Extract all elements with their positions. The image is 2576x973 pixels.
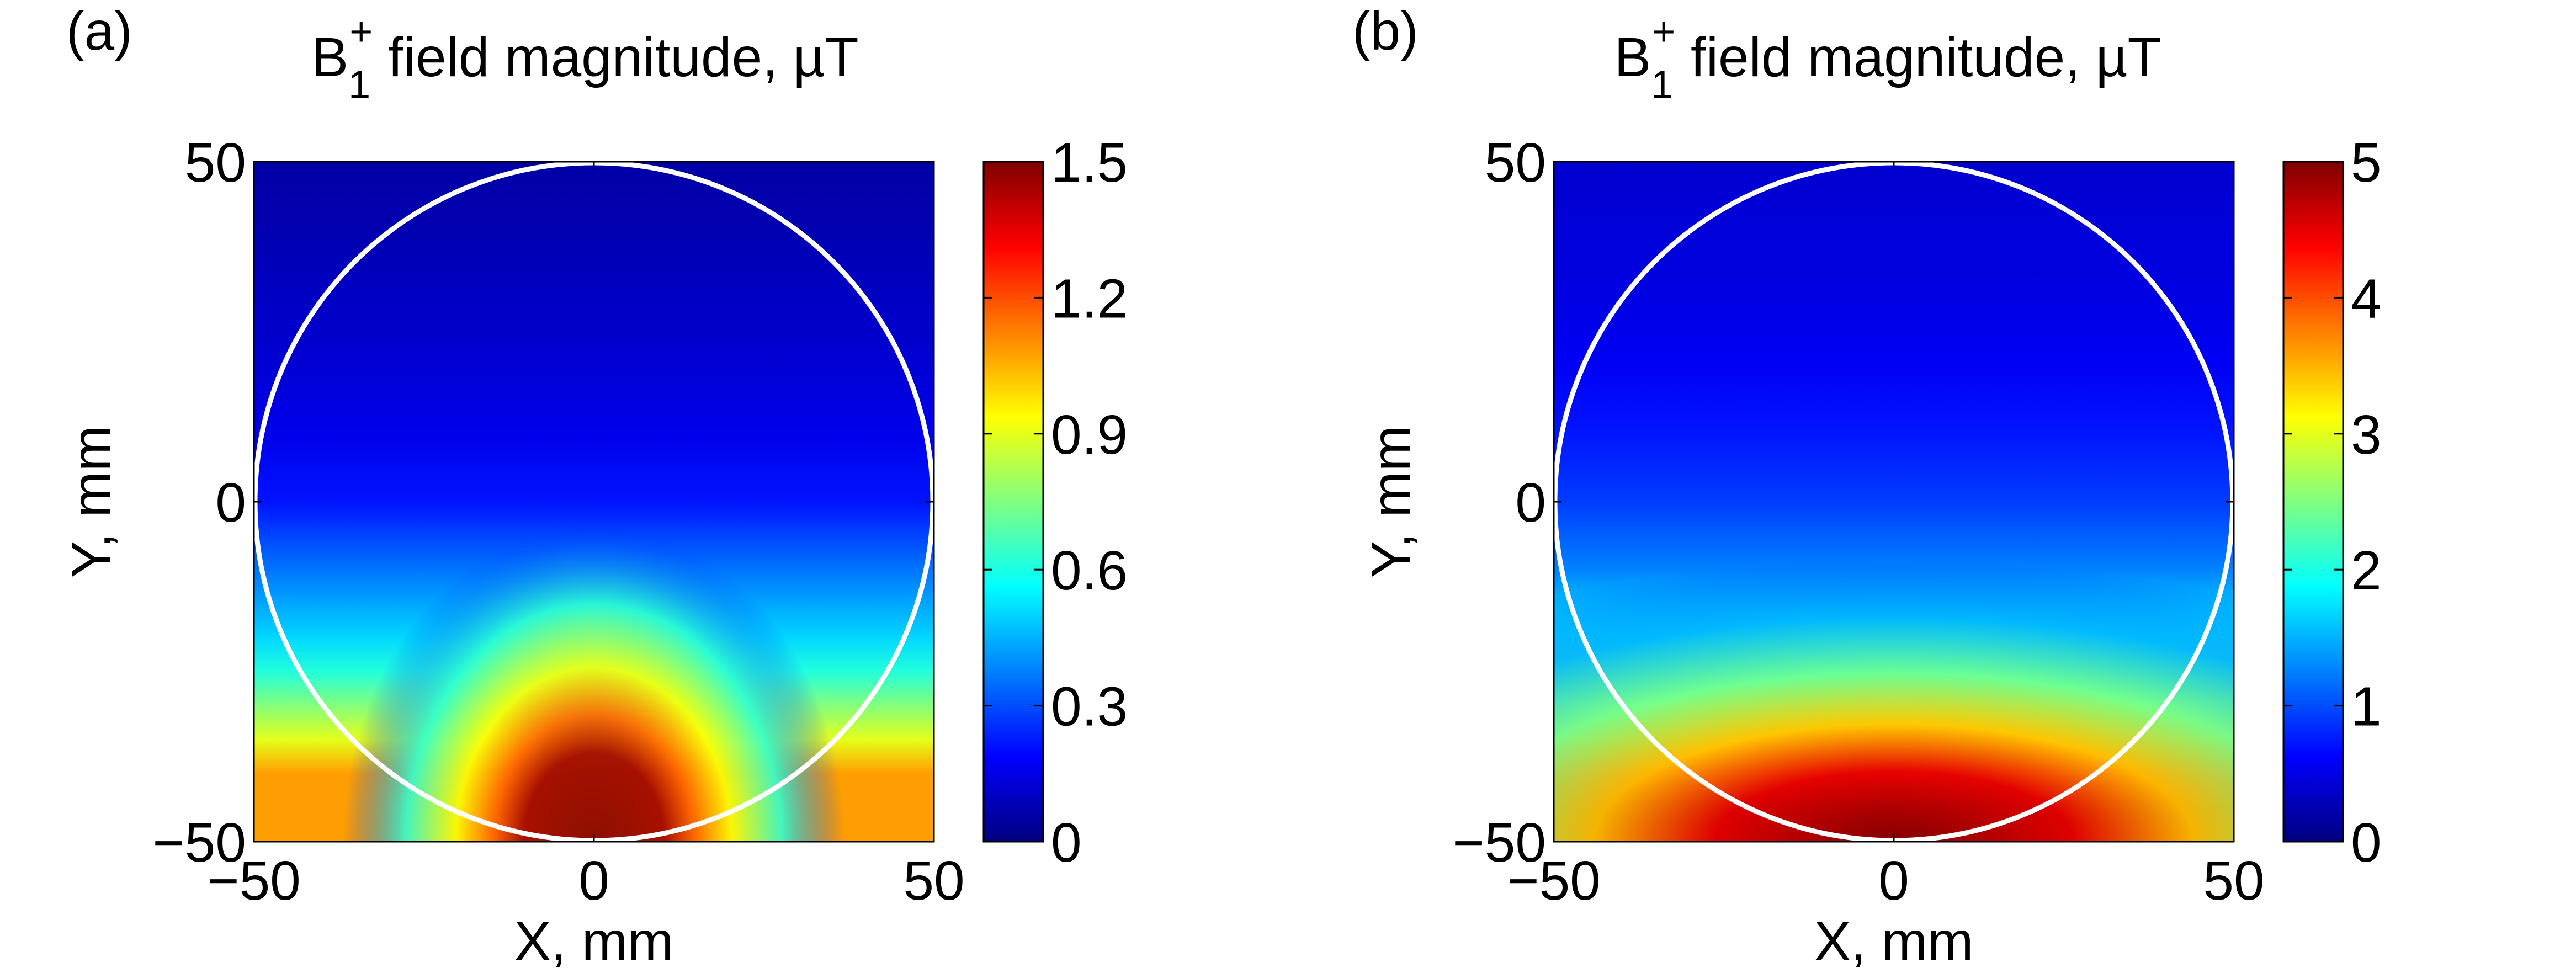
x-tick-label: −50 <box>207 850 301 912</box>
y-tick-label: −50 <box>1452 812 1546 874</box>
x-tick-label: 0 <box>578 850 609 912</box>
y-axis-label: Y, mm <box>61 426 123 578</box>
y-tick-label: 50 <box>1485 132 1546 194</box>
title-main: B <box>311 26 348 88</box>
y-tick-label: 0 <box>215 472 246 534</box>
colorbar: 0 0.3 0.6 0.9 1.2 1.5 <box>982 132 1128 874</box>
heatmap-area <box>1552 160 2235 843</box>
title-rest: field magnitude, µT <box>1675 26 2161 88</box>
panel-label: (b) <box>1352 1 1419 61</box>
x-tick-label: 0 <box>1878 850 1909 912</box>
y-axis-label: Y, mm <box>1361 426 1422 578</box>
colorbar-tick-label: 0 <box>2351 812 2382 874</box>
title-main: B <box>1614 26 1651 88</box>
axis-ticks: −50 0 50 −50 0 50 <box>1452 132 2264 912</box>
x-axis-label: X, mm <box>1814 911 1974 972</box>
title-superscript: + <box>1652 10 1675 54</box>
colorbar-tick-label: 5 <box>2351 132 2382 194</box>
heatmap-hotspot-left <box>254 162 934 842</box>
heatmap-area <box>252 160 936 843</box>
colorbar-tick-label: 3 <box>2351 404 2382 466</box>
chart-title: B1 + field magnitude, µT <box>1614 10 2161 107</box>
title-superscript: + <box>349 10 373 54</box>
panel-label: (a) <box>66 1 132 61</box>
title-subscript: 1 <box>1651 63 1673 107</box>
colorbar-tick-label: 1 <box>2351 676 2382 738</box>
colorbar-tick-label: 0.9 <box>1051 404 1128 466</box>
colorbar-tick-label: 0.3 <box>1051 676 1128 738</box>
colorbar-gradient <box>982 161 1044 843</box>
axis-ticks: −50 0 50 −50 0 50 <box>152 132 964 912</box>
colorbar-tick-label: 0 <box>1051 812 1082 874</box>
y-tick-label: 50 <box>185 132 246 194</box>
y-tick-label: 0 <box>1515 472 1546 534</box>
y-tick-label: −50 <box>152 812 246 874</box>
colorbar-ticks: 0 0.3 0.6 0.9 1.2 1.5 <box>984 132 1128 874</box>
chart-title: B1 + field magnitude, µT <box>311 10 858 107</box>
colorbar-gradient <box>2282 161 2344 843</box>
panel-b: (b) B1+ field magnitude, µT −50 0 50−50050… <box>1352 1 2382 972</box>
title-rest: field magnitude, µT <box>373 26 858 88</box>
panel-a: (a) B1 + field magnitude, µT −50 0 50 −50 0 50… <box>61 1 1128 972</box>
title-subscript: 1 <box>348 63 370 107</box>
x-tick-label: 50 <box>2203 850 2264 912</box>
colorbar-tick-label: 4 <box>2351 268 2382 329</box>
x-tick-label: 50 <box>903 850 964 912</box>
colorbar-tick-label: 2 <box>2351 540 2382 602</box>
colorbar-ticks: 0 1 2 3 4 5 <box>2283 132 2382 874</box>
colorbar-tick-label: 1.2 <box>1051 268 1128 329</box>
colorbar: 0 1 2 3 4 5 <box>2282 132 2382 874</box>
x-tick-label: −50 <box>1507 850 1601 912</box>
colorbar-tick-label: 0.6 <box>1051 540 1128 602</box>
x-axis-label: X, mm <box>514 911 674 972</box>
colorbar-tick-label: 1.5 <box>1051 132 1128 194</box>
heatmap-hotspot <box>1554 162 2234 842</box>
